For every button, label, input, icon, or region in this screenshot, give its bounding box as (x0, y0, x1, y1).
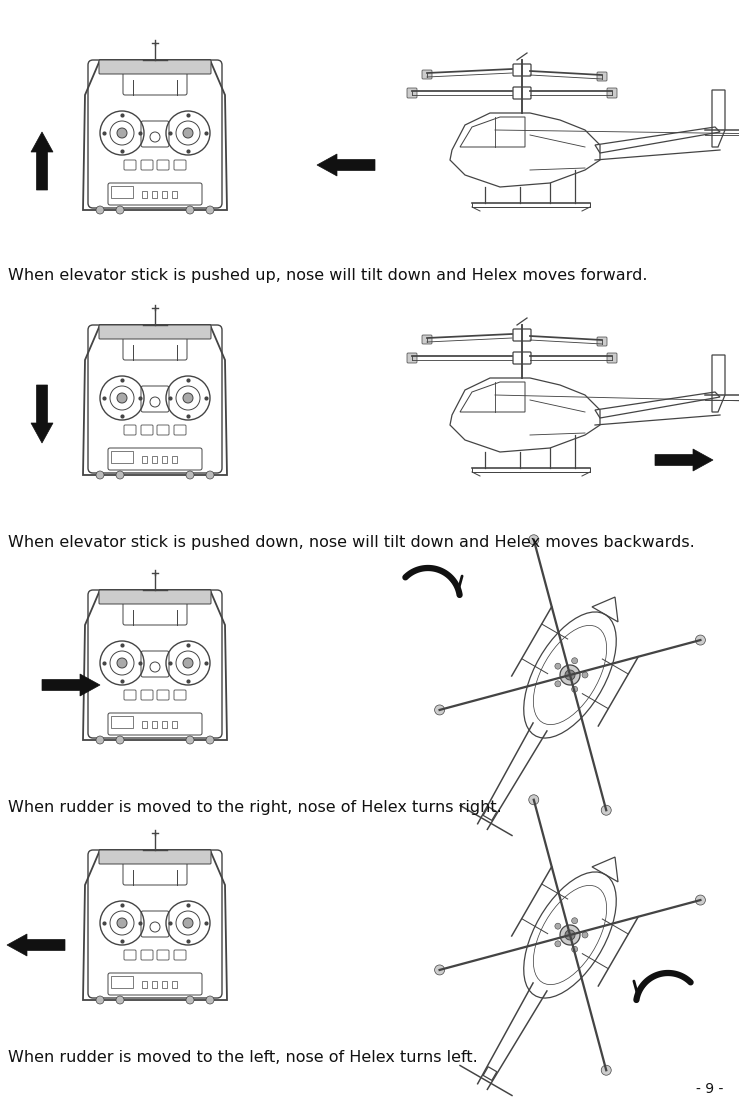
Circle shape (582, 932, 588, 938)
Bar (172, 721, 177, 728)
Circle shape (117, 128, 127, 138)
FancyBboxPatch shape (407, 353, 417, 363)
Bar (142, 981, 147, 988)
Circle shape (560, 665, 580, 685)
Polygon shape (31, 385, 53, 443)
Circle shape (117, 393, 127, 403)
Circle shape (96, 206, 104, 214)
Circle shape (183, 128, 193, 138)
Bar (152, 721, 157, 728)
Circle shape (96, 736, 104, 744)
Circle shape (117, 658, 127, 668)
Circle shape (555, 681, 561, 687)
Bar (172, 981, 177, 988)
Circle shape (96, 471, 104, 479)
Bar (172, 191, 177, 198)
Circle shape (695, 895, 706, 905)
Text: When rudder is moved to the right, nose of Helex turns right.: When rudder is moved to the right, nose … (8, 800, 502, 815)
FancyBboxPatch shape (99, 850, 211, 864)
Circle shape (116, 206, 124, 214)
Circle shape (435, 705, 445, 715)
Circle shape (695, 635, 706, 645)
Circle shape (529, 534, 539, 544)
Circle shape (183, 393, 193, 403)
FancyBboxPatch shape (99, 325, 211, 339)
Bar (152, 456, 157, 463)
Circle shape (602, 1066, 611, 1076)
Circle shape (206, 996, 214, 1004)
Circle shape (186, 206, 194, 214)
Circle shape (560, 925, 580, 946)
Circle shape (555, 941, 561, 947)
Circle shape (602, 806, 611, 815)
Circle shape (582, 672, 588, 678)
FancyBboxPatch shape (607, 353, 617, 363)
Circle shape (206, 206, 214, 214)
Circle shape (206, 471, 214, 479)
Circle shape (96, 996, 104, 1004)
Bar (142, 721, 147, 728)
Text: When elevator stick is pushed down, nose will tilt down and Helex moves backward: When elevator stick is pushed down, nose… (8, 534, 695, 550)
Circle shape (186, 736, 194, 744)
Bar (162, 191, 167, 198)
Circle shape (117, 918, 127, 928)
Text: When elevator stick is pushed up, nose will tilt down and Helex moves forward.: When elevator stick is pushed up, nose w… (8, 268, 647, 283)
Circle shape (186, 471, 194, 479)
Circle shape (116, 471, 124, 479)
Circle shape (435, 965, 445, 975)
Bar (162, 721, 167, 728)
Bar (142, 456, 147, 463)
FancyBboxPatch shape (99, 60, 211, 74)
Bar (162, 981, 167, 988)
Circle shape (565, 670, 575, 680)
FancyBboxPatch shape (407, 88, 417, 98)
Polygon shape (31, 132, 53, 190)
Circle shape (206, 736, 214, 744)
Polygon shape (7, 934, 65, 957)
Polygon shape (317, 154, 375, 176)
FancyBboxPatch shape (597, 337, 607, 346)
Circle shape (186, 996, 194, 1004)
Circle shape (572, 918, 578, 923)
Circle shape (555, 663, 561, 669)
Polygon shape (42, 674, 100, 696)
Circle shape (572, 947, 578, 952)
FancyBboxPatch shape (607, 88, 617, 98)
Text: When rudder is moved to the left, nose of Helex turns left.: When rudder is moved to the left, nose o… (8, 1050, 477, 1065)
Text: - 9 -: - 9 - (696, 1082, 723, 1096)
Polygon shape (655, 449, 713, 471)
Circle shape (183, 918, 193, 928)
Bar (152, 191, 157, 198)
Circle shape (116, 736, 124, 744)
FancyBboxPatch shape (597, 72, 607, 82)
Circle shape (555, 923, 561, 929)
Bar (142, 191, 147, 198)
Bar (152, 981, 157, 988)
FancyBboxPatch shape (422, 71, 432, 79)
FancyBboxPatch shape (422, 335, 432, 344)
Circle shape (529, 795, 539, 804)
Circle shape (572, 687, 578, 692)
Circle shape (565, 930, 575, 940)
Circle shape (572, 658, 578, 663)
Bar (172, 456, 177, 463)
Circle shape (183, 658, 193, 668)
Circle shape (116, 996, 124, 1004)
FancyBboxPatch shape (99, 590, 211, 604)
Bar (162, 456, 167, 463)
